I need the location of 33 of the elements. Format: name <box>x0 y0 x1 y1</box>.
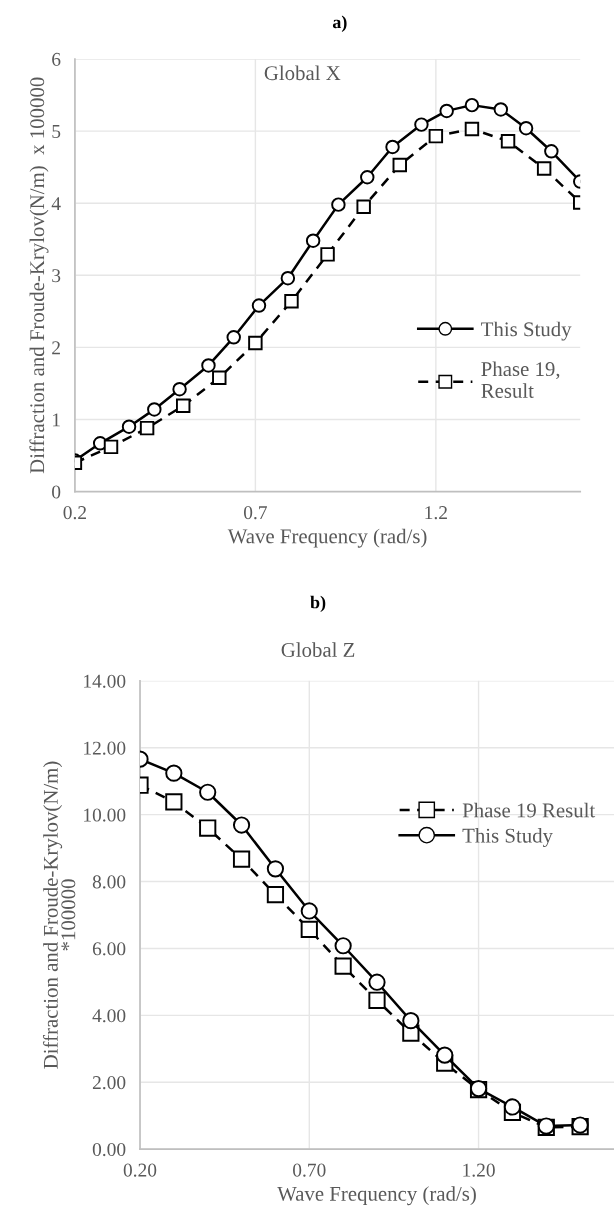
y-tick-label: 6 <box>52 52 61 66</box>
y-axis-title: Diffraction and Froude-Krylov(N/m) x 100000 <box>29 77 49 474</box>
x-tick-label: 0.20 <box>123 1163 157 1177</box>
legend-label: This Study <box>462 828 553 847</box>
y-tick-label: 4.00 <box>92 1009 126 1023</box>
y-tick-label: 0.00 <box>92 1142 126 1157</box>
y-tick-label: 10.00 <box>84 808 126 822</box>
legend-label: This Study <box>481 321 572 341</box>
chart-subtitle: Global X <box>264 65 341 81</box>
y-tick-label: 3 <box>52 269 61 283</box>
y-tick-label: 2 <box>52 341 60 355</box>
x-tick-label: 0.7 <box>243 506 267 520</box>
y-tick-label: 0 <box>52 485 61 499</box>
y-tick-label: 2.00 <box>92 1076 126 1090</box>
x-tick-label: 1.20 <box>463 1163 495 1177</box>
y-tick-label: 12.00 <box>84 741 126 755</box>
x-tick-label: 0.70 <box>293 1163 326 1177</box>
legend-label: Phase 19, Result <box>481 361 560 398</box>
legend-label: Phase 19 Result <box>462 802 596 818</box>
y-tick-label: 4 <box>51 197 61 210</box>
y-axis-title: Diffraction and Froude-Krylov(N/m) *100000 <box>42 761 76 1069</box>
x-axis-title: Wave Frequency (rad/s) <box>227 528 427 548</box>
chart-subtitle: Global Z <box>281 642 355 657</box>
x-tick-label: 1.2 <box>425 506 447 520</box>
y-tick-label: 14.00 <box>84 674 126 688</box>
chart-title: b) <box>310 595 326 613</box>
x-tick-label: 0.2 <box>63 506 86 520</box>
chart-title: a) <box>332 15 347 32</box>
y-tick-label: 5 <box>52 125 61 139</box>
y-tick-label: 8.00 <box>92 875 126 889</box>
x-axis-title: Wave Frequency (rad/s) <box>277 1186 476 1206</box>
y-tick-label: 6.00 <box>92 942 126 956</box>
y-tick-label: 1 <box>53 413 60 427</box>
